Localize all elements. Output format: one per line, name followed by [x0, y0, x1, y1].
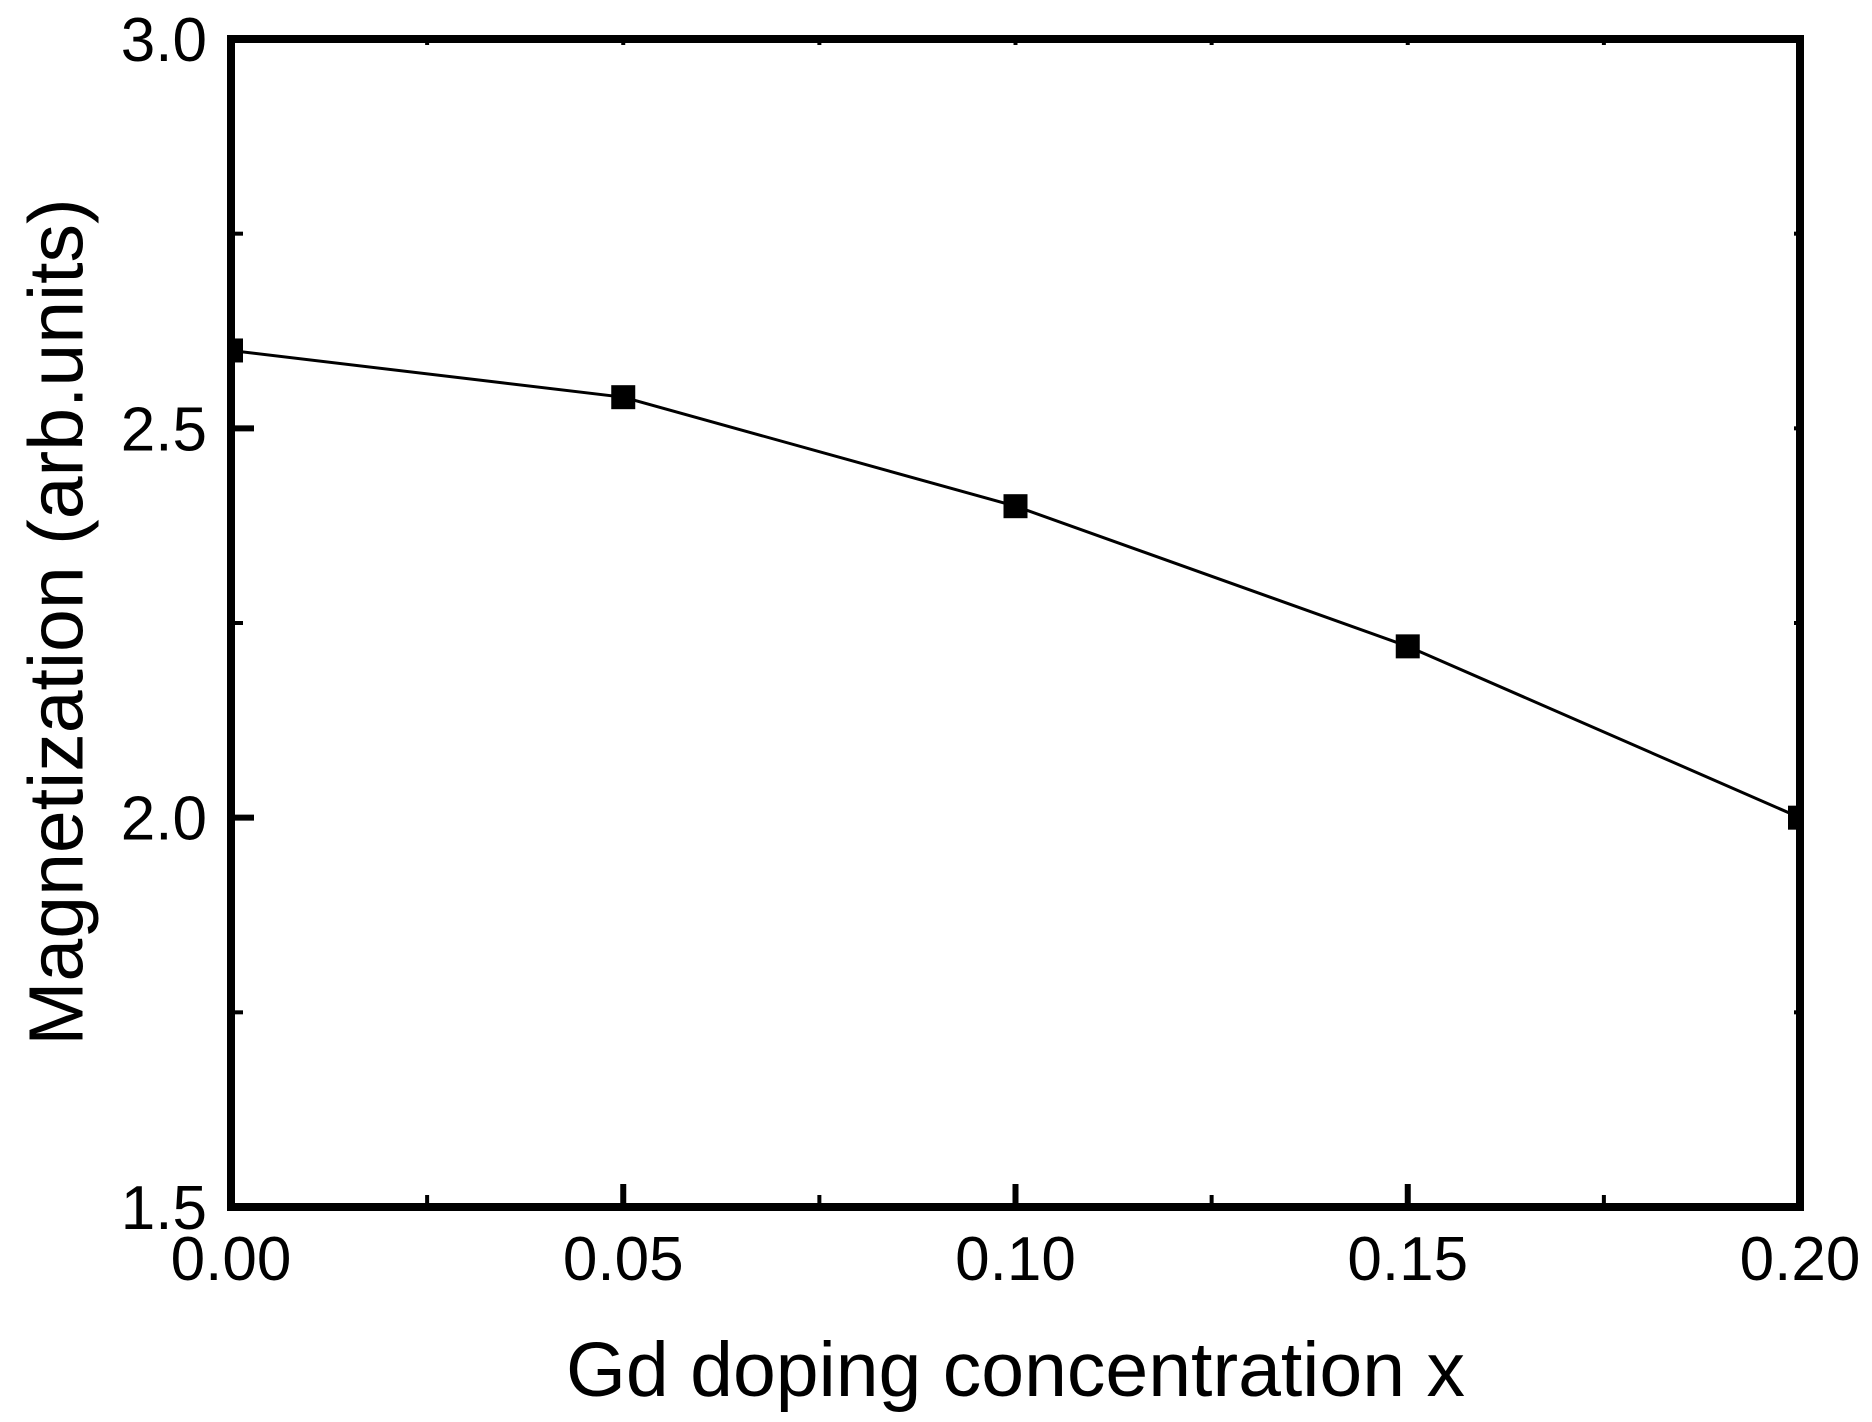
ticks-group [231, 39, 1800, 1207]
y-tick-label: 3.0 [121, 6, 207, 75]
x-axis-title: Gd doping concentration x [566, 1327, 1465, 1413]
data-series-group [227, 338, 1804, 830]
x-tick-label: 0.20 [1740, 1225, 1861, 1294]
data-point-marker [1003, 494, 1028, 519]
y-tick-label: 2.0 [121, 785, 207, 854]
x-tick-label: 0.10 [955, 1225, 1076, 1294]
data-point-marker [1788, 805, 1804, 830]
plot-spines [227, 35, 1804, 1211]
x-tick-label: 0.05 [563, 1225, 684, 1294]
y-tick-label: 1.5 [121, 1174, 207, 1243]
data-point-marker [1395, 634, 1420, 659]
data-point-marker [611, 385, 636, 410]
data-point-marker [227, 338, 243, 363]
y-tick-label: 2.5 [121, 395, 207, 464]
x-tick-label: 0.15 [1347, 1225, 1468, 1294]
y-axis-title: Magnetization (arb.units) [13, 198, 100, 1046]
x-tick-label: 0.00 [171, 1225, 292, 1294]
data-line [230, 348, 1801, 820]
tick-labels-group: 0.00 0.05 0.10 0.15 0.20 1.5 2.0 2.5 3.0 [121, 6, 1861, 1294]
